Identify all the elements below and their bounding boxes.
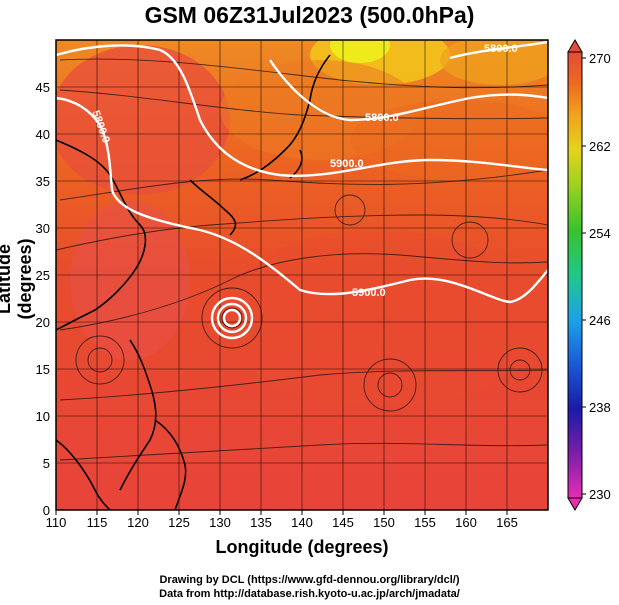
colorbar — [567, 39, 586, 511]
colorbar-tick-label: 262 — [589, 139, 611, 154]
lat-lon-grid — [56, 40, 548, 510]
y-tick-label: 0 — [43, 503, 50, 518]
chart-title: GSM 06Z31Jul2023 (500.0hPa) — [144, 2, 475, 28]
colorbar-tick-label: 270 — [589, 51, 611, 66]
contour-label: 5800.0 — [484, 43, 518, 55]
x-tick-label: 120 — [127, 515, 149, 530]
streamlines — [56, 58, 548, 461]
y-tick-label: 40 — [36, 127, 50, 142]
contour-label: 5900.0 — [352, 287, 386, 299]
y-tick-label: 20 — [36, 315, 50, 330]
x-tick-label: 155 — [414, 515, 436, 530]
x-tick-label: 135 — [250, 515, 272, 530]
x-tick-label: 150 — [373, 515, 395, 530]
drawing-credit: Drawing by DCL (https://www.gfd-dennou.o… — [159, 574, 460, 586]
contour-label: 5800.0 — [365, 112, 399, 124]
x-tick-label: 165 — [496, 515, 518, 530]
y-tick-label: 15 — [36, 362, 50, 377]
x-tick-label: 115 — [87, 515, 108, 530]
x-axis-label: Longitude (degrees) — [215, 537, 389, 557]
geopotential-contours — [56, 40, 548, 340]
x-tick-label: 125 — [168, 515, 190, 530]
colorbar-tick-label: 230 — [589, 487, 611, 502]
x-tick-label: 140 — [291, 515, 313, 530]
y-axis-label: Latitude (degrees) — [0, 238, 35, 320]
x-tick-label: 160 — [455, 515, 477, 530]
colorbar-tick-label: 246 — [589, 313, 611, 328]
data-credit: Data from http://database.rish.kyoto-u.a… — [159, 588, 460, 600]
x-tick-label: 110 — [46, 515, 67, 530]
colorbar-tick-label: 254 — [589, 226, 611, 241]
y-tick-label: 10 — [36, 409, 50, 424]
contour-label: 5900.0 — [330, 158, 364, 170]
colorbar-tick-label: 238 — [589, 400, 611, 415]
y-tick-label: 35 — [36, 174, 50, 189]
y-tick-label: 30 — [36, 221, 50, 236]
x-tick-label: 145 — [332, 515, 354, 530]
y-tick-label: 25 — [36, 268, 50, 283]
y-tick-label: 45 — [36, 80, 50, 95]
x-tick-label: 130 — [209, 515, 231, 530]
y-tick-label: 5 — [43, 456, 50, 471]
